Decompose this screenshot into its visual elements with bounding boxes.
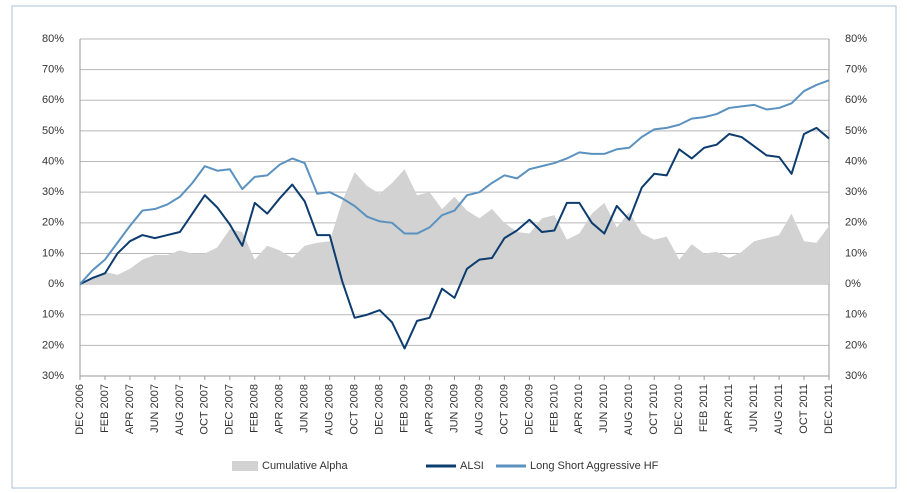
y-tick-label: 10% (42, 247, 64, 259)
legend-label: Long Short Aggressive HF (530, 460, 659, 472)
x-tick-label: AUG 2007 (174, 384, 186, 435)
y-tick-label: 30% (42, 370, 64, 382)
x-tick-label: APR 2008 (274, 384, 286, 434)
y2-tick-label: 30% (845, 370, 867, 382)
x-tick-label: JUN 2007 (149, 384, 161, 433)
x-tick-label: APR 2011 (723, 384, 735, 433)
y-tick-label: 50% (42, 125, 64, 137)
y-tick-label: 60% (42, 94, 64, 106)
y-tick-label: 10% (42, 309, 64, 321)
legend-label: Cumulative Alpha (262, 460, 348, 472)
line (79, 79, 830, 285)
x-tick-label: APR 2010 (573, 384, 585, 434)
x-tick-label: FEB 2011 (698, 384, 710, 432)
x-tick-label: OCT 2008 (349, 384, 361, 435)
line (79, 126, 830, 350)
y2-tick-label: 10% (845, 247, 867, 259)
x-tick-label: FEB 2010 (548, 384, 560, 433)
y-tick-label: 20% (42, 339, 64, 351)
legend-swatch (232, 461, 258, 471)
y-tick-label: 20% (42, 217, 64, 229)
x-tick-label: FEB 2008 (249, 384, 261, 433)
y2-tick-label: 60% (845, 94, 867, 106)
x-tick-label: JUN 2008 (299, 384, 311, 433)
x-tick-label: APR 2009 (423, 384, 435, 434)
x-tick-label: AUG 2009 (473, 384, 485, 435)
x-tick-label: AUG 2011 (773, 384, 785, 435)
y-tick-label: 80% (42, 33, 64, 45)
x-tick-label: OCT 2011 (798, 384, 810, 434)
y2-tick-label: 20% (845, 339, 867, 351)
x-tick-label: AUG 2008 (324, 384, 336, 435)
y2-tick-label: 40% (845, 155, 867, 167)
y2-tick-label: 70% (845, 64, 867, 76)
y-tick-label: 40% (42, 155, 64, 167)
x-tick-label: JUN 2009 (448, 384, 460, 433)
x-tick-label: DEC 2007 (224, 384, 236, 435)
y-tick-label: 30% (42, 186, 64, 198)
x-tick-label: DEC 2006 (74, 384, 86, 435)
x-tick-label: DEC 2009 (523, 384, 535, 435)
y2-tick-label: 80% (845, 33, 867, 45)
y2-tick-label: 0% (845, 278, 861, 290)
x-tick-label: JUN 2010 (598, 384, 610, 433)
y2-tick-label: 30% (845, 186, 867, 198)
x-tick-label: OCT 2009 (498, 384, 510, 435)
y2-tick-label: 20% (845, 217, 867, 229)
frame (11, 5, 897, 489)
x-tick-label: OCT 2010 (648, 384, 660, 435)
x-tick-label: DEC 2008 (374, 384, 386, 435)
x-tick-label: DEC 2010 (673, 384, 685, 435)
x-tick-label: FEB 2007 (99, 384, 111, 433)
area (80, 169, 829, 285)
x-tick-label: AUG 2010 (623, 384, 635, 435)
y-tick-label: 70% (42, 64, 64, 76)
legend-label: ALSI (460, 460, 484, 472)
y-tick-label: 0% (48, 278, 64, 290)
x-tick-label: DEC 2011 (823, 384, 835, 434)
x-tick-label: JUN 2011 (748, 384, 760, 432)
x-tick-label: APR 2007 (124, 384, 136, 434)
y2-tick-label: 50% (845, 125, 867, 137)
x-tick-label: FEB 2009 (398, 384, 410, 433)
x-tick-label: OCT 2007 (199, 384, 211, 435)
y2-tick-label: 10% (845, 309, 867, 321)
